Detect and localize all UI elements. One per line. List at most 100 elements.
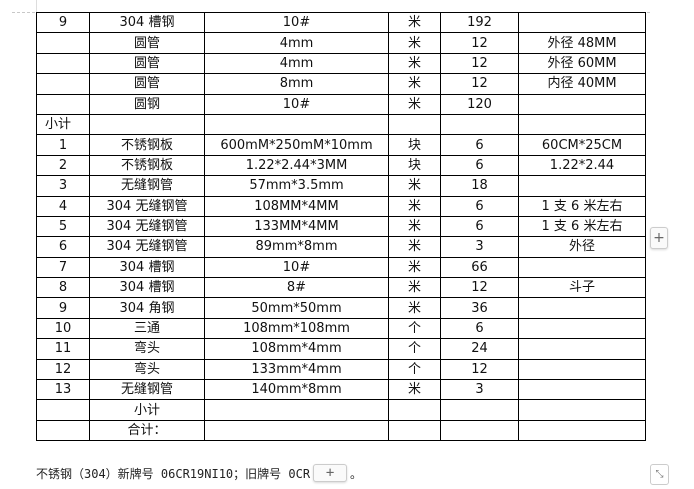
table-cell[interactable] xyxy=(518,379,646,401)
table-cell[interactable]: 6 xyxy=(440,134,519,156)
table-cell[interactable]: 合计： xyxy=(89,419,205,442)
table-cell[interactable] xyxy=(36,419,90,442)
table-cell[interactable] xyxy=(388,419,441,442)
table-cell[interactable]: 圆管 xyxy=(89,73,205,95)
table-cell[interactable]: 3 xyxy=(440,379,519,401)
table-cell[interactable]: 108mm*108mm xyxy=(204,317,389,340)
table-cell[interactable]: 304 无缝钢管 xyxy=(89,236,205,258)
table-cell[interactable]: 3 xyxy=(36,175,90,197)
table-cell[interactable]: 108mm*4mm xyxy=(204,338,389,360)
table-cell[interactable]: 内径 40MM xyxy=(518,73,646,95)
table-cell[interactable]: 304 无缝钢管 xyxy=(89,215,205,238)
table-cell[interactable]: 10# xyxy=(204,93,389,115)
table-cell[interactable]: 米 xyxy=(388,256,441,279)
table-cell[interactable]: 304 角钢 xyxy=(89,297,205,319)
table-cell[interactable]: 米 xyxy=(388,73,441,95)
table-cell[interactable]: 192 xyxy=(440,11,519,34)
table-cell[interactable] xyxy=(36,93,90,115)
table-cell[interactable]: 米 xyxy=(388,93,441,115)
table-cell[interactable]: 米 xyxy=(388,175,441,197)
table-cell[interactable]: 米 xyxy=(388,236,441,258)
table-cell[interactable]: 块 xyxy=(388,154,441,177)
table-cell[interactable]: 57mm*3.5mm xyxy=(204,175,389,197)
table-cell[interactable]: 个 xyxy=(388,317,441,340)
table-cell[interactable]: 12 xyxy=(440,277,519,299)
table-cell[interactable]: 弯头 xyxy=(89,338,205,360)
table-cell[interactable] xyxy=(440,113,519,136)
table-cell[interactable]: 8 xyxy=(36,277,90,299)
table-cell[interactable]: 5 xyxy=(36,215,90,238)
table-cell[interactable]: 米 xyxy=(388,195,441,217)
table-cell[interactable]: 米 xyxy=(388,297,441,319)
table-cell[interactable]: 外径 xyxy=(518,236,646,258)
table-cell[interactable]: 块 xyxy=(388,134,441,156)
table-cell[interactable] xyxy=(518,338,646,360)
table-cell[interactable]: 个 xyxy=(388,358,441,381)
table-cell[interactable]: 12 xyxy=(440,52,519,75)
table-cell[interactable] xyxy=(518,256,646,279)
table-cell[interactable]: 10# xyxy=(204,11,389,34)
table-cell[interactable] xyxy=(518,317,646,340)
table-cell[interactable]: 个 xyxy=(388,338,441,360)
table-cell[interactable]: 600mM*250mM*10mm xyxy=(204,134,389,156)
table-cell[interactable]: 6 xyxy=(440,195,519,217)
table-cell[interactable]: 18 xyxy=(440,175,519,197)
table-cell[interactable] xyxy=(518,297,646,319)
table-cell[interactable]: 13 xyxy=(36,379,90,401)
table-cell[interactable] xyxy=(518,399,646,421)
table-cell[interactable]: 66 xyxy=(440,256,519,279)
table-cell[interactable]: 小计 xyxy=(89,399,205,421)
table-cell[interactable]: 8mm xyxy=(204,73,389,95)
add-column-button[interactable]: + xyxy=(650,227,668,249)
table-cell[interactable]: 12 xyxy=(440,358,519,381)
table-cell[interactable]: 外径 48MM xyxy=(518,32,646,54)
table-cell[interactable]: 133MM*4MM xyxy=(204,215,389,238)
table-cell[interactable]: 60CM*25CM xyxy=(518,134,646,156)
table-cell[interactable]: 圆钢 xyxy=(89,93,205,115)
table-cell[interactable]: 1 支 6 米左右 xyxy=(518,215,646,238)
table-cell[interactable]: 圆管 xyxy=(89,52,205,75)
table-cell[interactable]: 米 xyxy=(388,379,441,401)
table-cell[interactable] xyxy=(89,113,205,136)
table-cell[interactable]: 89mm*8mm xyxy=(204,236,389,258)
table-cell[interactable]: 8# xyxy=(204,277,389,299)
table-cell[interactable]: 三通 xyxy=(89,317,205,340)
resize-table-icon[interactable]: ⤡ xyxy=(650,464,669,485)
table-cell[interactable] xyxy=(518,11,646,34)
table-cell[interactable]: 4 xyxy=(36,195,90,217)
table-cell[interactable]: 1 xyxy=(36,134,90,156)
table-cell[interactable]: 4mm xyxy=(204,52,389,75)
table-cell[interactable] xyxy=(204,419,389,442)
table-cell[interactable]: 不锈钢板 xyxy=(89,134,205,156)
table-cell[interactable]: 圆管 xyxy=(89,32,205,54)
table-cell[interactable]: 米 xyxy=(388,215,441,238)
table-cell[interactable]: 140mm*8mm xyxy=(204,379,389,401)
add-row-button[interactable]: + xyxy=(313,464,348,482)
table-cell[interactable]: 米 xyxy=(388,52,441,75)
table-cell[interactable]: 7 xyxy=(36,256,90,279)
table-cell[interactable]: 米 xyxy=(388,32,441,54)
table-cell[interactable]: 斗子 xyxy=(518,277,646,299)
table-cell[interactable] xyxy=(518,175,646,197)
table-cell[interactable]: 6 xyxy=(440,154,519,177)
table-cell[interactable]: 米 xyxy=(388,277,441,299)
table-cell[interactable]: 12 xyxy=(440,32,519,54)
table-cell[interactable] xyxy=(518,358,646,381)
table-cell[interactable] xyxy=(36,399,90,421)
table-cell[interactable] xyxy=(204,399,389,421)
table-cell[interactable] xyxy=(36,73,90,95)
table-cell[interactable] xyxy=(440,399,519,421)
table-cell[interactable]: 无缝钢管 xyxy=(89,379,205,401)
table-cell[interactable] xyxy=(440,419,519,442)
table-cell[interactable]: 4mm xyxy=(204,32,389,54)
table-cell[interactable]: 10# xyxy=(204,256,389,279)
table-cell[interactable] xyxy=(388,399,441,421)
table-cell[interactable]: 9 xyxy=(36,11,90,34)
table-cell[interactable] xyxy=(518,93,646,115)
table-cell[interactable]: 304 槽钢 xyxy=(89,277,205,299)
table-cell[interactable]: 50mm*50mm xyxy=(204,297,389,319)
table-cell[interactable]: 6 xyxy=(440,317,519,340)
table-cell[interactable]: 11 xyxy=(36,338,90,360)
table-cell[interactable]: 6 xyxy=(36,236,90,258)
table-cell[interactable]: 36 xyxy=(440,297,519,319)
